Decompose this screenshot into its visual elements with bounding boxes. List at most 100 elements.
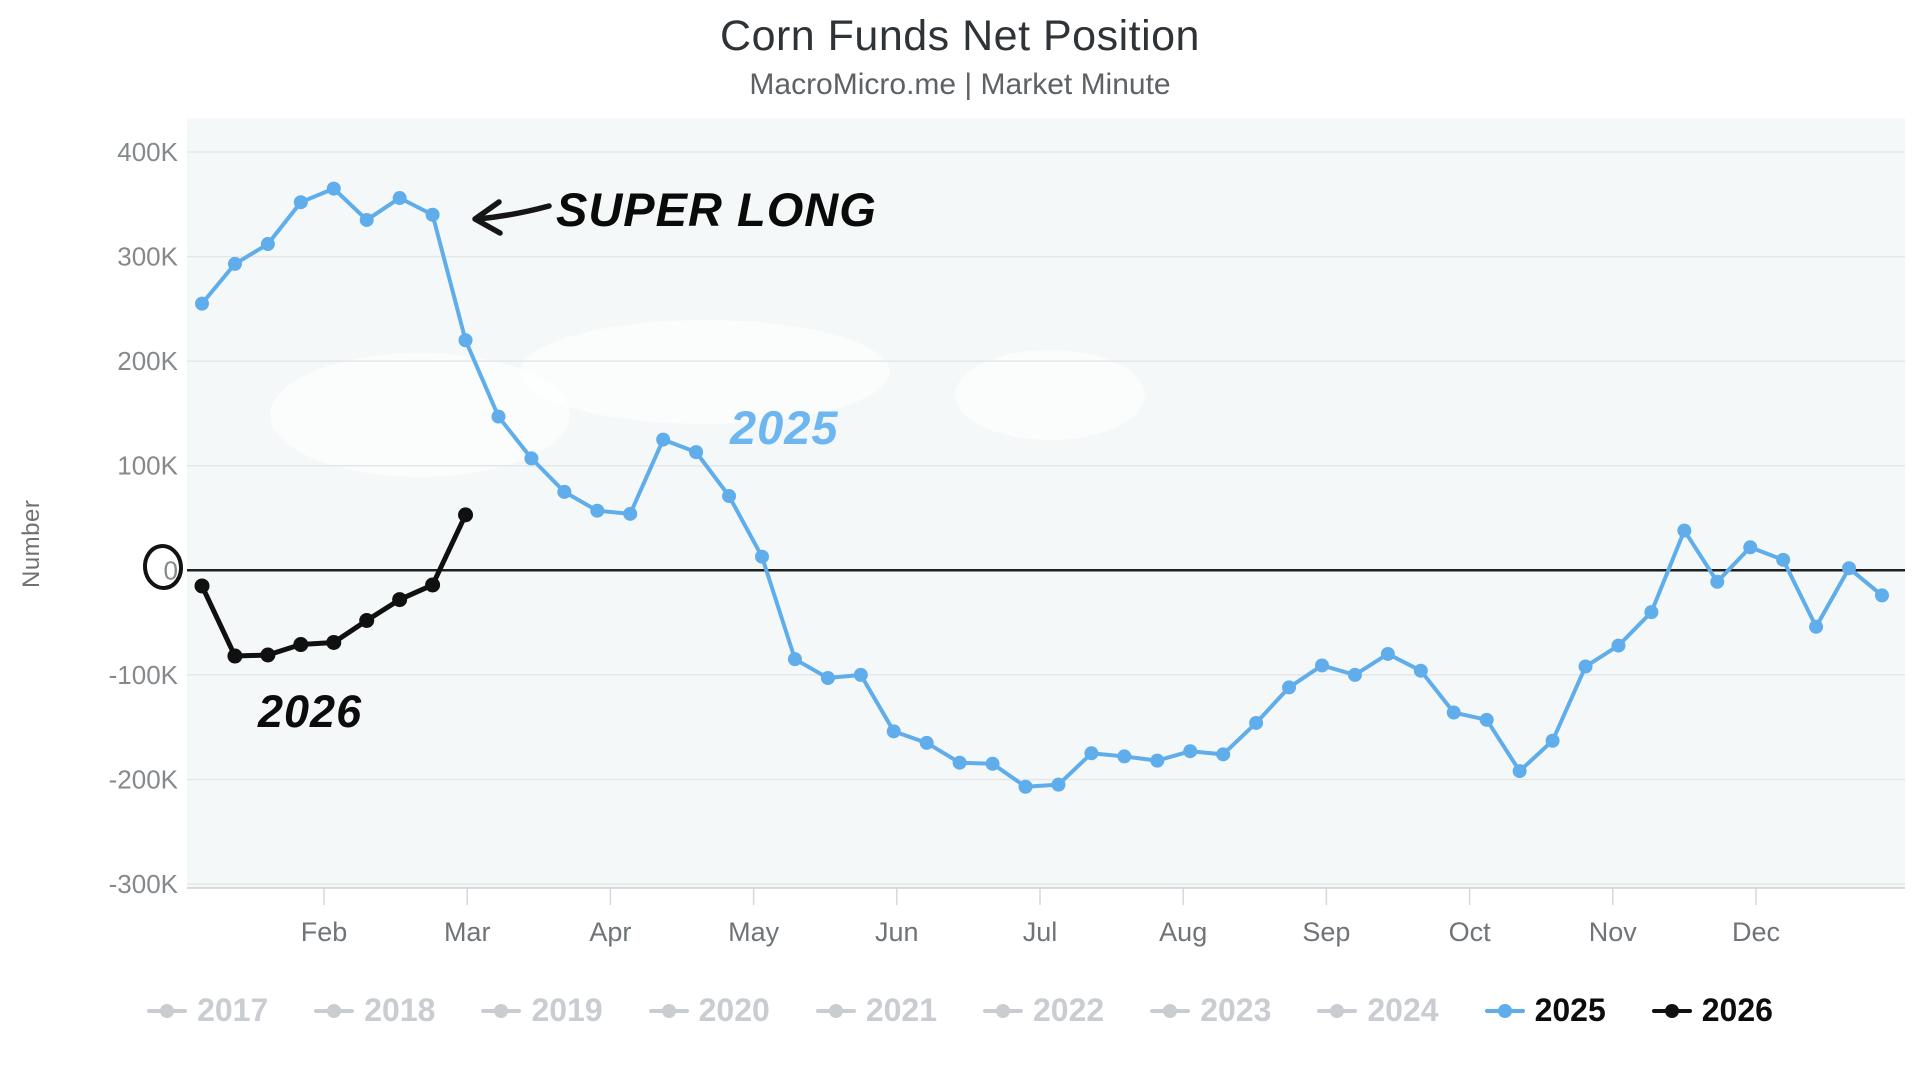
legend-item-2018[interactable]: 2018 xyxy=(314,992,435,1029)
data-point-2026[interactable] xyxy=(425,577,441,593)
series-label-2026: 2026 xyxy=(258,686,363,737)
legend-item-label: 2026 xyxy=(1701,992,1773,1028)
legend-item-label: 2023 xyxy=(1200,992,1272,1028)
data-point-2025[interactable] xyxy=(1446,705,1461,720)
data-point-2026[interactable] xyxy=(260,647,276,663)
data-point-2025[interactable] xyxy=(1413,663,1428,678)
data-point-2025[interactable] xyxy=(293,195,308,210)
data-point-2025[interactable] xyxy=(1314,658,1329,673)
data-point-2026[interactable] xyxy=(392,592,408,608)
legend-item-2023[interactable]: 2023 xyxy=(1150,992,1271,1029)
legend-item-label: 2025 xyxy=(1534,992,1606,1028)
legend-item-label: 2022 xyxy=(1033,992,1105,1028)
data-point-2025[interactable] xyxy=(524,451,539,466)
legend-item-2025[interactable]: 2025 xyxy=(1484,992,1606,1029)
legend-item-label: 2024 xyxy=(1367,992,1439,1028)
data-point-2025[interactable] xyxy=(1842,561,1857,576)
legend-item-2019[interactable]: 2019 xyxy=(481,992,603,1029)
data-point-2025[interactable] xyxy=(853,667,868,682)
data-point-2026[interactable] xyxy=(194,578,210,594)
x-tick-label: Nov xyxy=(1589,917,1638,947)
data-point-2025[interactable] xyxy=(195,296,209,311)
data-point-2025[interactable] xyxy=(227,256,242,271)
data-point-2025[interactable] xyxy=(1512,764,1527,779)
data-point-2026[interactable] xyxy=(227,648,243,664)
legend-item-2020[interactable]: 2020 xyxy=(648,992,770,1029)
data-point-2025[interactable] xyxy=(359,212,374,227)
data-point-2025[interactable] xyxy=(491,409,506,424)
data-point-2025[interactable] xyxy=(1545,733,1560,748)
data-point-2025[interactable] xyxy=(722,489,737,504)
data-point-2026[interactable] xyxy=(293,637,309,653)
data-point-2025[interactable] xyxy=(1216,747,1231,762)
data-point-2025[interactable] xyxy=(392,191,407,206)
data-point-2025[interactable] xyxy=(754,549,769,564)
x-tick-label: Jul xyxy=(1023,917,1058,947)
data-point-2025[interactable] xyxy=(1644,605,1659,620)
x-tick-label: Apr xyxy=(589,917,631,947)
legend-item-2026[interactable]: 2026 xyxy=(1651,992,1773,1029)
data-point-2025[interactable] xyxy=(1018,779,1033,794)
data-point-2025[interactable] xyxy=(656,432,671,447)
data-point-2025[interactable] xyxy=(1611,638,1626,653)
x-tick-label: Oct xyxy=(1449,917,1492,947)
data-point-2025[interactable] xyxy=(820,671,835,686)
data-point-2025[interactable] xyxy=(1051,777,1066,792)
data-point-2025[interactable] xyxy=(260,237,275,252)
data-point-2025[interactable] xyxy=(1677,523,1692,538)
data-point-2025[interactable] xyxy=(689,445,704,460)
data-point-2025[interactable] xyxy=(1874,588,1889,603)
data-point-2026[interactable] xyxy=(359,612,375,628)
watermark-blob xyxy=(955,350,1145,440)
data-point-2025[interactable] xyxy=(557,484,572,499)
x-tick-label: Dec xyxy=(1732,917,1780,947)
legend-item-2021[interactable]: 2021 xyxy=(815,992,937,1029)
legend-item-label: 2019 xyxy=(531,992,603,1028)
y-tick-label: 100K xyxy=(117,451,178,481)
data-point-2025[interactable] xyxy=(1347,667,1362,682)
data-point-2025[interactable] xyxy=(787,652,802,667)
y-tick-label: 0 xyxy=(164,555,178,585)
data-point-2025[interactable] xyxy=(1249,715,1264,730)
y-tick-label: 300K xyxy=(117,242,178,272)
legend-series-marker-icon xyxy=(481,1003,522,1019)
data-point-2025[interactable] xyxy=(590,503,605,518)
data-point-2025[interactable] xyxy=(458,333,473,348)
data-point-2025[interactable] xyxy=(1380,646,1395,661)
legend-item-label: 2017 xyxy=(197,992,269,1028)
legend-series-marker-icon xyxy=(314,1003,355,1019)
legend-item-2017[interactable]: 2017 xyxy=(147,992,268,1029)
data-point-2025[interactable] xyxy=(985,756,1000,771)
data-point-2025[interactable] xyxy=(1809,619,1824,634)
data-point-2025[interactable] xyxy=(1150,753,1165,768)
legend-series-marker-icon xyxy=(1651,1003,1692,1019)
data-point-2025[interactable] xyxy=(1084,746,1099,761)
super-long-annotation: SUPER LONG xyxy=(556,183,877,236)
legend-item-label: 2018 xyxy=(364,992,436,1028)
data-point-2025[interactable] xyxy=(1743,540,1758,555)
legend-item-2022[interactable]: 2022 xyxy=(983,992,1104,1029)
legend-item-2024[interactable]: 2024 xyxy=(1317,992,1439,1029)
data-point-2025[interactable] xyxy=(326,181,341,196)
data-point-2025[interactable] xyxy=(623,506,638,521)
data-point-2025[interactable] xyxy=(1479,712,1494,727)
super-long-arrow xyxy=(475,203,552,222)
data-point-2025[interactable] xyxy=(1183,744,1198,759)
data-point-2025[interactable] xyxy=(886,724,901,739)
data-point-2025[interactable] xyxy=(1117,749,1132,764)
data-point-2025[interactable] xyxy=(1578,659,1593,674)
plot-background xyxy=(187,118,1905,888)
y-tick-label: -300K xyxy=(109,869,179,899)
data-point-2025[interactable] xyxy=(425,207,440,222)
y-tick-label: -100K xyxy=(109,660,179,690)
data-point-2025[interactable] xyxy=(1710,574,1725,589)
legend-series-marker-icon xyxy=(1317,1003,1358,1019)
data-point-2025[interactable] xyxy=(1776,552,1791,567)
data-point-2026[interactable] xyxy=(326,634,342,650)
data-point-2026[interactable] xyxy=(458,507,474,523)
legend-series-marker-icon xyxy=(1484,1003,1525,1019)
data-point-2025[interactable] xyxy=(919,735,934,750)
data-point-2025[interactable] xyxy=(952,755,967,770)
data-point-2025[interactable] xyxy=(1282,680,1297,695)
